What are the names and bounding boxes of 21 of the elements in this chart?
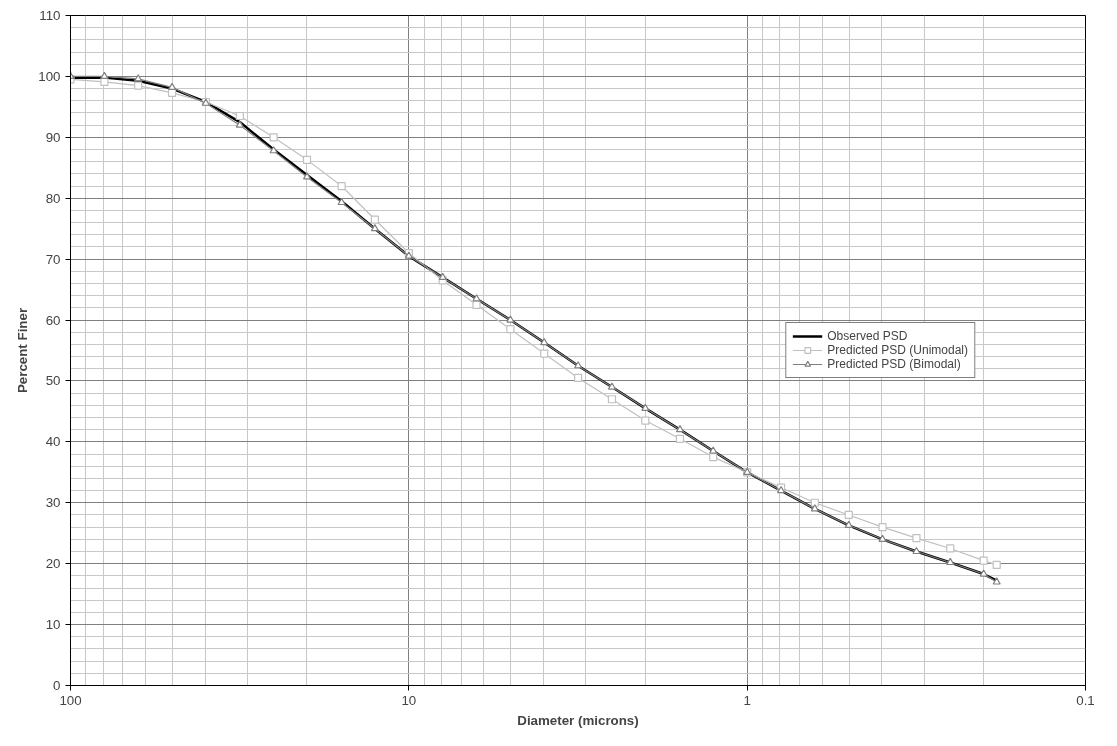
x-tick-label: 10 bbox=[401, 692, 417, 708]
y-tick-label: 60 bbox=[45, 312, 61, 328]
y-tick-label: 100 bbox=[38, 68, 61, 84]
x-tick-label: 0.1 bbox=[1076, 692, 1095, 708]
legend-label: Predicted PSD (Unimodal) bbox=[827, 343, 968, 357]
x-axis-title: Diameter (microns) bbox=[517, 712, 639, 728]
y-axis-title: Percent Finer bbox=[15, 307, 31, 394]
x-tick-label: 100 bbox=[59, 692, 82, 708]
y-tick-label: 20 bbox=[45, 556, 61, 572]
y-tick-label: 30 bbox=[45, 495, 61, 511]
y-tick-label: 10 bbox=[45, 617, 61, 633]
y-tick-label: 90 bbox=[45, 129, 61, 145]
y-tick-label: 40 bbox=[45, 434, 61, 450]
y-tick-label: 110 bbox=[39, 8, 61, 23]
legend-label: Observed PSD bbox=[827, 329, 908, 343]
y-tick-label: 0 bbox=[53, 678, 61, 693]
y-tick-label: 80 bbox=[45, 190, 61, 206]
x-tick-label: 1 bbox=[743, 692, 751, 708]
y-tick-label: 70 bbox=[45, 251, 61, 267]
legend-label: Predicted PSD (Bimodal) bbox=[827, 357, 961, 371]
y-tick-label: 50 bbox=[45, 373, 61, 389]
